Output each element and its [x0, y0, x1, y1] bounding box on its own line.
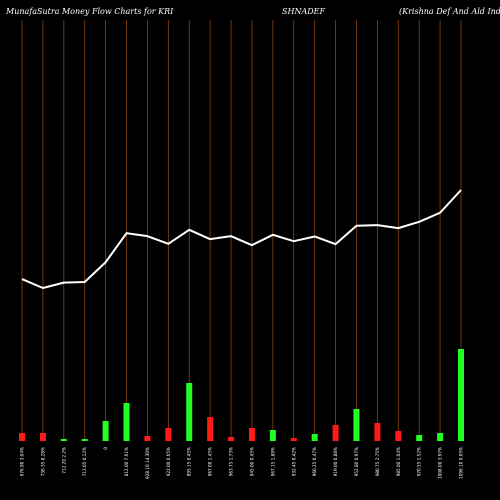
x-tick-label-17: 980.75 2.75%	[375, 447, 380, 476]
volume-bar-19	[416, 435, 423, 441]
x-tick-label-7: 922.00 0.65%	[166, 447, 171, 476]
volume-bar-3	[81, 439, 88, 441]
x-tick-label-21: 1098.10 9.05%	[459, 447, 464, 479]
x-tick-label-0: 676.90 3.04%	[20, 447, 25, 476]
x-tick-label-14: 960.25 0.47%	[312, 447, 317, 476]
x-tick-label-3: 713.05 0.12%	[82, 447, 87, 476]
x-tick-label-5: 812.00 7.61%	[124, 447, 129, 476]
volume-bar-21	[458, 349, 464, 441]
x-tick-label-4: 0	[103, 447, 108, 450]
x-tick-label-15: 919.00 0.88%	[333, 447, 338, 476]
x-tick-label-9: 967.00 1.45%	[208, 447, 213, 476]
volume-bar-0	[19, 433, 25, 441]
volume-bars	[19, 349, 464, 441]
x-tick-label-18: 985.00 1.04%	[396, 447, 401, 476]
volume-bar-2	[60, 439, 67, 441]
x-tick-label-2: 712.20 2.2%	[61, 447, 66, 474]
header-right-title: (Krishna Def And Ald Ind L)	[399, 7, 500, 16]
x-tick-label-8: 895.15 0.45%	[187, 447, 192, 476]
volume-bar-8	[186, 383, 193, 441]
x-tick-label-20: 1008.00 3.97%	[438, 447, 443, 479]
x-tick-labels: 676.90 3.04% 736.35 8.28% 712.20 2.2% 713.0…	[20, 447, 464, 479]
volume-bar-9	[207, 417, 214, 441]
volume-bar-11	[248, 428, 255, 441]
money-flow-line-layer	[21, 189, 462, 289]
volume-bar-10	[228, 437, 235, 441]
x-tick-label-10: 963.75 1.73%	[229, 447, 234, 476]
volume-bar-7	[165, 428, 172, 441]
volume-bar-6	[144, 436, 151, 441]
x-tick-label-6: 928.10 14.30%	[145, 447, 150, 479]
x-tick-label-12: 967.15 1.89%	[270, 447, 275, 476]
volume-bar-5	[123, 403, 130, 441]
volume-bar-18	[395, 431, 402, 441]
volume-bar-15	[332, 425, 339, 441]
volume-bar-14	[311, 434, 318, 441]
volume-bar-17	[374, 423, 381, 441]
volume-bar-12	[269, 430, 276, 441]
volume-bar-4	[102, 421, 109, 441]
x-tick-label-19: 970.55 1.52%	[417, 447, 422, 476]
volume-bar-16	[353, 409, 360, 441]
x-tick-label-13: 932.45 0.42%	[291, 447, 296, 476]
volume-bar-1	[39, 433, 46, 441]
volume-bar-13	[290, 438, 297, 441]
x-tick-label-11: 945.00 0.45%	[249, 447, 254, 476]
header-center-title: SHNADEF	[282, 7, 325, 16]
volume-bar-20	[437, 433, 444, 441]
x-tick-label-1: 736.35 8.28%	[40, 447, 45, 476]
money-flow-line	[21, 189, 462, 289]
header-left-title: MunafaSutra Money Flow Charts for KRI	[5, 7, 174, 16]
x-tick-label-16: 952.80 0.97%	[354, 447, 359, 476]
